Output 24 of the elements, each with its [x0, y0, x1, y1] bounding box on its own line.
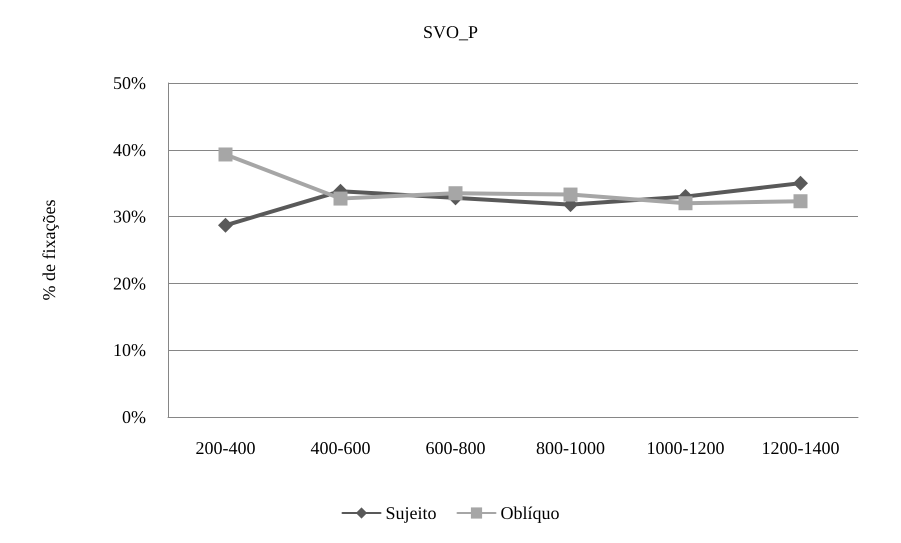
y-tick-label: 0% [122, 407, 146, 427]
point [334, 192, 348, 206]
point [793, 176, 808, 191]
point [794, 194, 808, 208]
y-tick-label: 40% [113, 140, 146, 160]
legend-label: Oblíquo [500, 503, 560, 523]
y-axis-title: % de fixações [39, 200, 59, 300]
y-tick-label: 30% [113, 206, 146, 227]
x-tick-label: 600-800 [426, 438, 486, 458]
point [564, 188, 578, 202]
point [218, 147, 232, 162]
x-tick-label: 800-1000 [536, 438, 605, 458]
y-tick-label: 10% [113, 340, 146, 360]
chart-title: SVO_P [422, 22, 478, 42]
x-tick-label: 200-400 [196, 438, 256, 458]
point [448, 186, 462, 200]
y-tick-label: 50% [113, 73, 146, 93]
point [678, 196, 692, 210]
x-tick-label: 1000-1200 [646, 438, 724, 458]
point [218, 218, 233, 233]
y-tick-label: 20% [113, 273, 146, 294]
x-tick-label: 1200-1400 [762, 438, 840, 458]
legend-label: Sujeito [386, 503, 437, 523]
x-tick-label: 400-600 [310, 438, 370, 458]
